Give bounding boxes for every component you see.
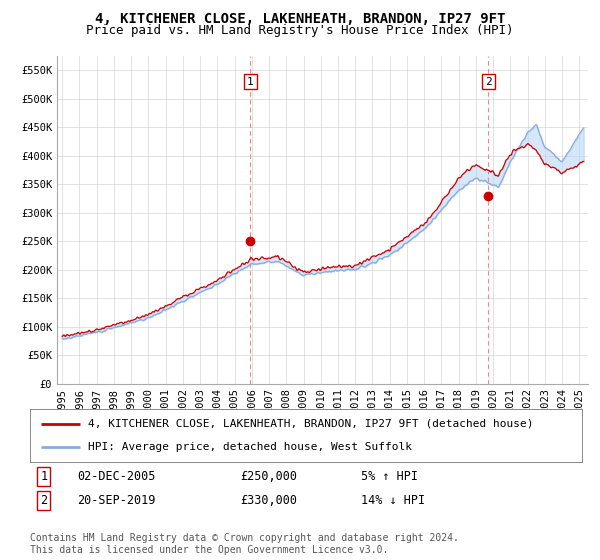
Text: 5% ↑ HPI: 5% ↑ HPI	[361, 470, 418, 483]
Text: Contains HM Land Registry data © Crown copyright and database right 2024.
This d: Contains HM Land Registry data © Crown c…	[30, 533, 459, 555]
Text: £330,000: £330,000	[240, 494, 297, 507]
Text: Price paid vs. HM Land Registry's House Price Index (HPI): Price paid vs. HM Land Registry's House …	[86, 24, 514, 36]
Text: £250,000: £250,000	[240, 470, 297, 483]
Text: 4, KITCHENER CLOSE, LAKENHEATH, BRANDON, IP27 9FT (detached house): 4, KITCHENER CLOSE, LAKENHEATH, BRANDON,…	[88, 419, 533, 429]
Text: 4, KITCHENER CLOSE, LAKENHEATH, BRANDON, IP27 9FT: 4, KITCHENER CLOSE, LAKENHEATH, BRANDON,…	[95, 12, 505, 26]
Text: 14% ↓ HPI: 14% ↓ HPI	[361, 494, 425, 507]
Text: HPI: Average price, detached house, West Suffolk: HPI: Average price, detached house, West…	[88, 442, 412, 452]
Text: 02-DEC-2005: 02-DEC-2005	[77, 470, 155, 483]
Text: 1: 1	[40, 470, 47, 483]
Text: 2: 2	[485, 77, 492, 87]
Text: 1: 1	[247, 77, 254, 87]
Text: 20-SEP-2019: 20-SEP-2019	[77, 494, 155, 507]
Text: 2: 2	[40, 494, 47, 507]
